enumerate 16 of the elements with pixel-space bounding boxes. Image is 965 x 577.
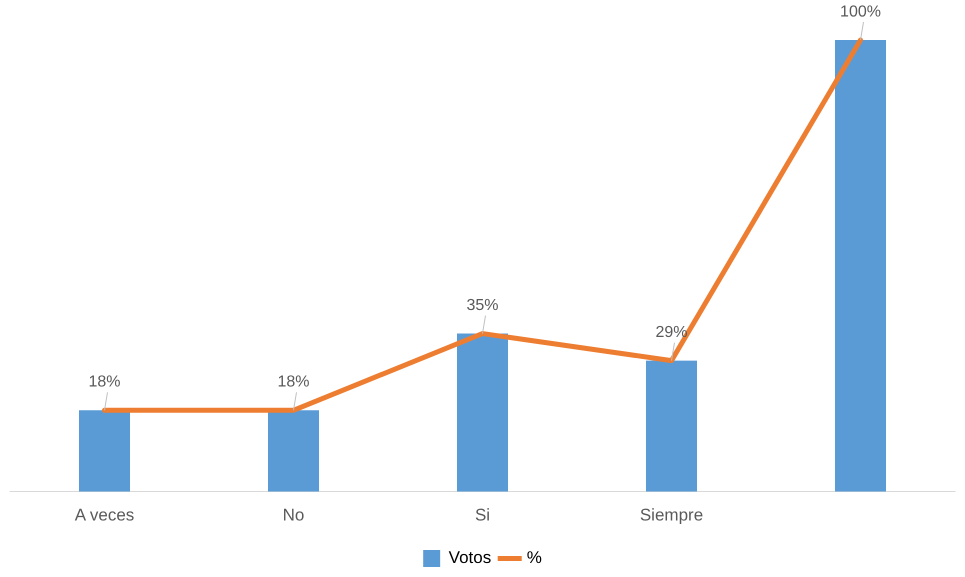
x-tick-label: Si	[474, 505, 490, 524]
legend-label: %	[526, 548, 542, 568]
x-tick-label: Siempre	[640, 505, 704, 524]
bar	[646, 360, 698, 492]
data-label: 100%	[840, 3, 881, 20]
x-tick-label: No	[282, 505, 304, 524]
data-label: 18%	[88, 374, 121, 391]
bar	[456, 334, 508, 492]
data-label: 35%	[466, 296, 499, 314]
x-tick-label: A veces	[74, 505, 134, 524]
legend-label: Votos	[448, 548, 492, 568]
data-label: 18%	[277, 374, 310, 391]
bar	[834, 40, 886, 492]
bar	[268, 410, 320, 492]
bar	[78, 410, 130, 492]
data-label: 29%	[655, 324, 688, 342]
